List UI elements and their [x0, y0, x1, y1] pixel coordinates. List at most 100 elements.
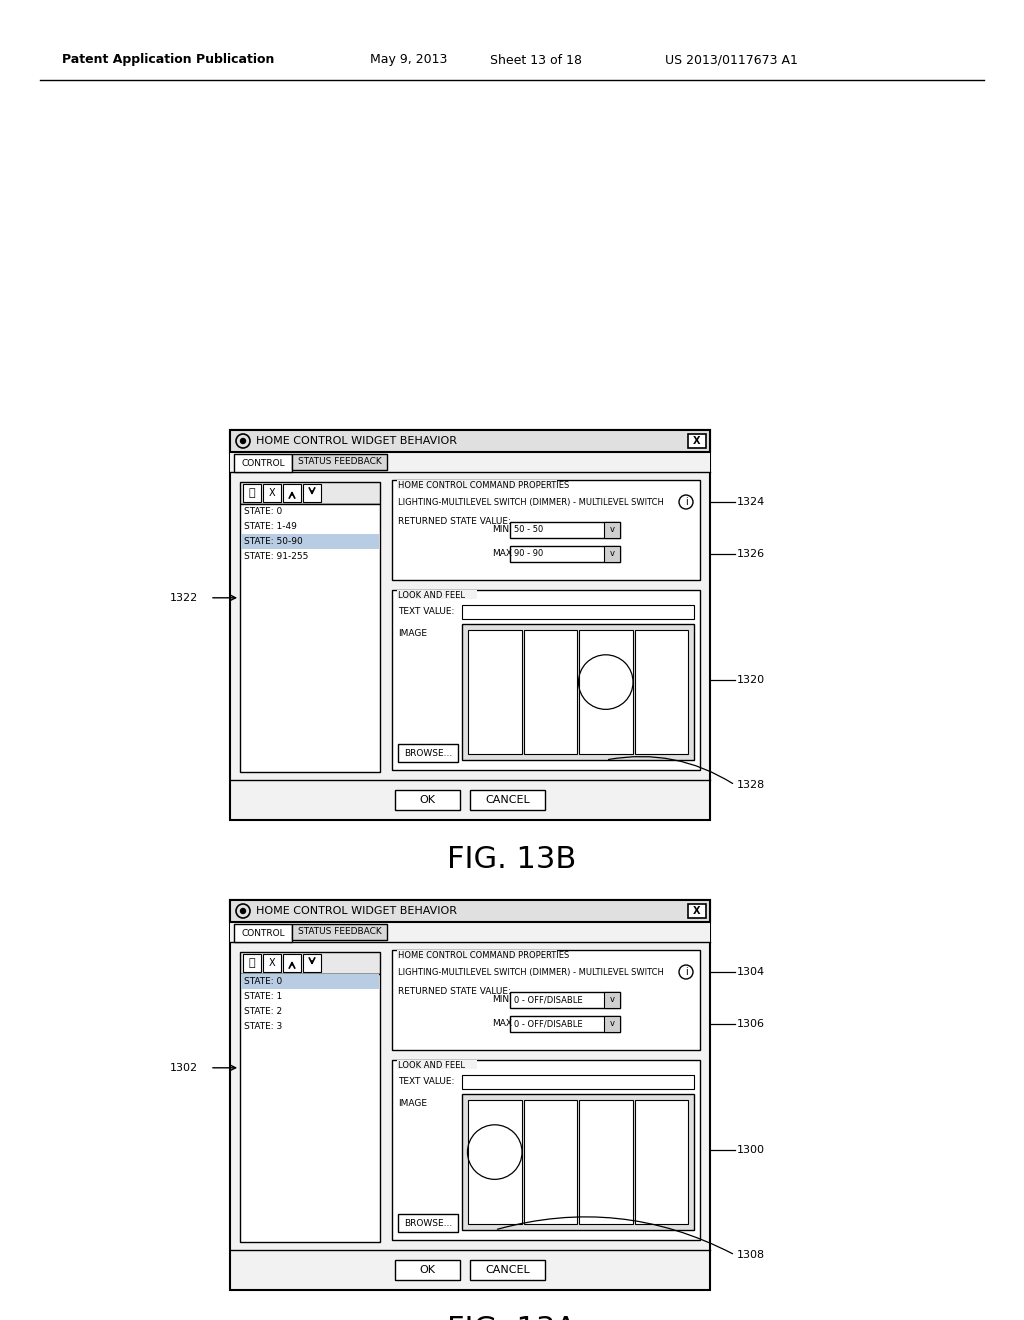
Text: CONTROL: CONTROL	[242, 458, 285, 467]
Text: STATE: 0: STATE: 0	[244, 977, 283, 986]
Text: v: v	[609, 995, 614, 1005]
Bar	[230, 900, 710, 1290]
Text: STATE: 91-255: STATE: 91-255	[244, 552, 308, 561]
Bar	[604, 546, 620, 562]
Text: STATE: 1: STATE: 1	[244, 993, 283, 1001]
Bar	[510, 546, 620, 562]
Bar	[398, 744, 458, 762]
Text: LIGHTING-MULTILEVEL SWITCH (DIMMER) - MULTILEVEL SWITCH: LIGHTING-MULTILEVEL SWITCH (DIMMER) - MU…	[398, 498, 664, 507]
Bar	[283, 954, 301, 972]
Bar	[230, 451, 710, 473]
Bar	[510, 993, 620, 1008]
Bar	[635, 630, 688, 754]
Bar	[240, 952, 380, 974]
Text: OK: OK	[420, 1265, 435, 1275]
Bar	[292, 454, 387, 470]
Text: 0 - OFF/DISABLE: 0 - OFF/DISABLE	[514, 995, 583, 1005]
Bar	[240, 504, 380, 772]
Text: IMAGE: IMAGE	[398, 630, 427, 639]
Bar	[303, 484, 321, 502]
Bar	[240, 974, 380, 1242]
Text: TEXT VALUE:: TEXT VALUE:	[398, 1077, 455, 1086]
Bar	[510, 521, 620, 539]
Bar	[292, 924, 387, 940]
Bar	[230, 430, 710, 820]
Bar	[523, 630, 577, 754]
Text: Sheet 13 of 18: Sheet 13 of 18	[490, 54, 582, 66]
Text: 90 - 90: 90 - 90	[514, 549, 544, 558]
Bar	[462, 605, 694, 619]
Text: 1324: 1324	[737, 498, 765, 507]
Text: BROWSE...: BROWSE...	[403, 1218, 453, 1228]
Text: X: X	[693, 906, 700, 916]
Bar	[395, 789, 460, 810]
Bar	[688, 904, 706, 917]
Text: 1328: 1328	[737, 780, 765, 789]
Text: HOME CONTROL COMMAND PROPERTIES: HOME CONTROL COMMAND PROPERTIES	[398, 480, 569, 490]
Bar	[470, 789, 545, 810]
Bar	[263, 954, 281, 972]
Bar	[470, 1261, 545, 1280]
Bar	[604, 1016, 620, 1032]
Bar	[604, 993, 620, 1008]
Bar	[604, 521, 620, 539]
Text: BROWSE...: BROWSE...	[403, 748, 453, 758]
Text: 1320: 1320	[737, 675, 765, 685]
Bar	[523, 1100, 577, 1224]
Circle shape	[241, 908, 246, 913]
Text: 1300: 1300	[737, 1144, 765, 1155]
Text: X: X	[268, 958, 275, 968]
Text: MIN: MIN	[492, 995, 509, 1005]
Bar	[230, 921, 710, 942]
Text: HOME CONTROL WIDGET BEHAVIOR: HOME CONTROL WIDGET BEHAVIOR	[256, 906, 457, 916]
Bar	[397, 590, 477, 599]
Text: STATE: 1-49: STATE: 1-49	[244, 521, 297, 531]
Bar	[243, 954, 261, 972]
Bar	[510, 1016, 620, 1032]
Text: 1302: 1302	[170, 1063, 198, 1073]
Circle shape	[241, 438, 246, 444]
Text: 1308: 1308	[737, 1250, 765, 1261]
Text: IMAGE: IMAGE	[398, 1100, 427, 1109]
Text: STATE: 0: STATE: 0	[244, 507, 283, 516]
Text: FIG. 13B: FIG. 13B	[447, 846, 577, 874]
Text: i: i	[685, 498, 687, 507]
Text: STATUS FEEDBACK: STATUS FEEDBACK	[298, 928, 381, 936]
Text: ⎘: ⎘	[249, 958, 255, 968]
Text: RETURNED STATE VALUE:: RETURNED STATE VALUE:	[398, 987, 511, 997]
Bar	[303, 954, 321, 972]
Bar	[392, 1060, 700, 1239]
Bar	[397, 950, 557, 960]
Bar	[241, 535, 379, 549]
Text: LIGHTING-MULTILEVEL SWITCH (DIMMER) - MULTILEVEL SWITCH: LIGHTING-MULTILEVEL SWITCH (DIMMER) - MU…	[398, 968, 664, 977]
Bar	[397, 480, 557, 488]
Bar	[395, 1261, 460, 1280]
Text: US 2013/0117673 A1: US 2013/0117673 A1	[665, 54, 798, 66]
Text: MAX: MAX	[492, 1019, 512, 1028]
Text: RETURNED STATE VALUE:: RETURNED STATE VALUE:	[398, 517, 511, 527]
Bar	[243, 484, 261, 502]
Text: 1306: 1306	[737, 1019, 765, 1030]
Bar	[462, 1094, 694, 1230]
Text: OK: OK	[420, 795, 435, 805]
Text: X: X	[268, 488, 275, 498]
Text: 1322: 1322	[170, 593, 199, 603]
Bar	[397, 1060, 477, 1069]
Text: CANCEL: CANCEL	[485, 795, 529, 805]
Text: STATE: 3: STATE: 3	[244, 1022, 283, 1031]
Text: 1304: 1304	[737, 968, 765, 977]
Text: 50 - 50: 50 - 50	[514, 525, 544, 535]
Bar	[468, 630, 521, 754]
Text: TEXT VALUE:: TEXT VALUE:	[398, 607, 455, 616]
Text: STATE: 2: STATE: 2	[244, 1007, 283, 1016]
Text: MIN: MIN	[492, 525, 509, 535]
Text: CANCEL: CANCEL	[485, 1265, 529, 1275]
Text: i: i	[685, 968, 687, 977]
Bar	[462, 624, 694, 760]
Bar	[579, 1100, 633, 1224]
Text: X: X	[693, 436, 700, 446]
Bar	[234, 924, 292, 942]
Text: LOOK AND FEEL: LOOK AND FEEL	[398, 590, 465, 599]
Text: v: v	[609, 549, 614, 558]
Text: 1326: 1326	[737, 549, 765, 558]
